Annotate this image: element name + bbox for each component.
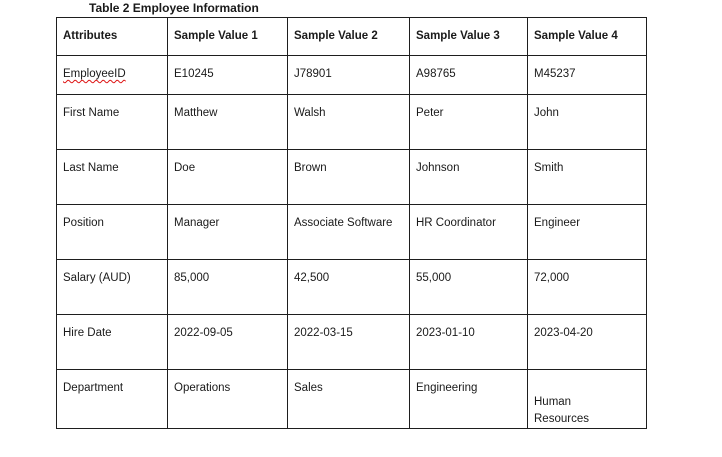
table-row: First Name Matthew Walsh Peter John xyxy=(56,94,647,150)
table-cell: Brown xyxy=(287,149,410,205)
table-row: Last Name Doe Brown Johnson Smith xyxy=(56,149,647,205)
table-cell: Manager xyxy=(167,204,288,260)
row-label-cell: EmployeeID xyxy=(56,55,168,95)
table-cell: 2023-01-10 xyxy=(409,314,528,370)
row-label-cell: Department xyxy=(56,369,168,429)
header-cell: Attributes xyxy=(56,17,168,56)
row-label-cell: Salary (AUD) xyxy=(56,259,168,315)
header-cell: Sample Value 1 xyxy=(167,17,288,56)
table-row: Department Operations Sales Engineering … xyxy=(56,369,647,429)
employee-table: Attributes Sample Value 1 Sample Value 2… xyxy=(56,17,647,429)
row-label-cell: Position xyxy=(56,204,168,260)
table-cell: M45237 xyxy=(527,55,647,95)
table-cell: 42,500 xyxy=(287,259,410,315)
table-cell: 85,000 xyxy=(167,259,288,315)
table-cell: 2022-09-05 xyxy=(167,314,288,370)
table-cell: Sales xyxy=(287,369,410,429)
table-cell: J78901 xyxy=(287,55,410,95)
table-cell: Associate Software xyxy=(287,204,410,260)
table-cell: Engineering xyxy=(409,369,528,429)
table-cell: E10245 xyxy=(167,55,288,95)
table-row: Position Manager Associate Software HR C… xyxy=(56,204,647,260)
row-label-cell: First Name xyxy=(56,94,168,150)
table-cell: HR Coordinator xyxy=(409,204,528,260)
table-row: EmployeeID E10245 J78901 A98765 M45237 xyxy=(56,55,647,95)
table-row: Hire Date 2022-09-05 2022-03-15 2023-01-… xyxy=(56,314,647,370)
table-cell: A98765 xyxy=(409,55,528,95)
table-cell: 2022-03-15 xyxy=(287,314,410,370)
table-cell: 55,000 xyxy=(409,259,528,315)
table-cell: Walsh xyxy=(287,94,410,150)
table-cell: Johnson xyxy=(409,149,528,205)
header-cell: Sample Value 2 xyxy=(287,17,410,56)
table-cell: Peter xyxy=(409,94,528,150)
row-label-cell: Last Name xyxy=(56,149,168,205)
table-cell: Human Resources xyxy=(527,369,647,429)
table-header-row: Attributes Sample Value 1 Sample Value 2… xyxy=(56,17,647,56)
table-caption: Table 2 Employee Information xyxy=(89,1,259,15)
table-cell: 72,000 xyxy=(527,259,647,315)
header-cell: Sample Value 3 xyxy=(409,17,528,56)
table-cell: Operations xyxy=(167,369,288,429)
table-cell: John xyxy=(527,94,647,150)
header-cell: Sample Value 4 xyxy=(527,17,647,56)
misspelled-word: EmployeeID xyxy=(63,68,126,80)
row-label-cell: Hire Date xyxy=(56,314,168,370)
table-cell: 2023-04-20 xyxy=(527,314,647,370)
table-cell: Doe xyxy=(167,149,288,205)
table-cell: Engineer xyxy=(527,204,647,260)
table-cell: Smith xyxy=(527,149,647,205)
table-cell-text: Human Resources xyxy=(534,396,589,425)
table-row: Salary (AUD) 85,000 42,500 55,000 72,000 xyxy=(56,259,647,315)
table-cell: Matthew xyxy=(167,94,288,150)
